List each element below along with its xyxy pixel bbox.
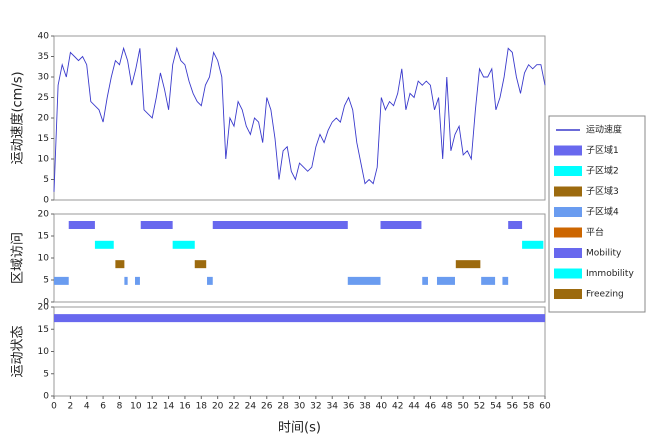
interval-bar xyxy=(207,276,213,285)
y-tick-label: 5 xyxy=(43,175,49,185)
x-tick-label: 54 xyxy=(490,402,502,412)
interval-bar xyxy=(194,260,207,269)
y-tick-label: 15 xyxy=(38,232,49,242)
interval-bar xyxy=(124,276,128,285)
x-tick-label: 34 xyxy=(327,402,339,412)
x-axis-label: 时间(s) xyxy=(278,421,321,436)
y-tick-label: 10 xyxy=(38,254,50,264)
x-tick-label: 40 xyxy=(376,402,388,412)
y-tick-label: 15 xyxy=(38,134,49,144)
interval-bar xyxy=(140,221,173,229)
y-tick-label: 0 xyxy=(43,298,49,308)
x-tick-label: 0 xyxy=(51,402,57,412)
interval-bar xyxy=(172,240,195,249)
y-tick-label: 40 xyxy=(38,32,50,42)
y-tick-label: 20 xyxy=(38,210,50,220)
x-tick-label: 52 xyxy=(474,402,485,412)
y-axis-label: 运动状态 xyxy=(11,325,26,377)
x-tick-label: 6 xyxy=(100,402,106,412)
x-tick-label: 14 xyxy=(163,402,175,412)
legend-swatch xyxy=(554,186,582,197)
y-tick-label: 20 xyxy=(38,303,50,313)
interval-bar xyxy=(502,276,509,285)
legend-label: 子区域4 xyxy=(586,206,619,218)
interval-bar xyxy=(115,260,125,269)
y-tick-label: 5 xyxy=(43,276,49,286)
y-axis-label: 区域访问 xyxy=(11,232,26,284)
legend-swatch xyxy=(554,207,582,217)
x-tick-label: 58 xyxy=(523,402,535,412)
y-tick-label: 5 xyxy=(43,369,49,379)
x-tick-label: 2 xyxy=(67,402,73,412)
interval-bar xyxy=(436,276,455,285)
interval-bar xyxy=(508,221,523,229)
y-tick-label: 0 xyxy=(43,392,49,402)
y-tick-label: 10 xyxy=(38,347,50,357)
x-tick-label: 22 xyxy=(228,402,239,412)
x-tick-label: 12 xyxy=(146,402,157,412)
y-tick-label: 20 xyxy=(38,114,50,124)
legend-label: 子区域3 xyxy=(586,185,619,197)
x-tick-label: 8 xyxy=(117,402,123,412)
interval-bar xyxy=(481,276,496,285)
x-tick-label: 32 xyxy=(310,402,321,412)
interval-bar xyxy=(94,240,114,249)
legend-label: 平台 xyxy=(586,226,604,238)
x-tick-label: 26 xyxy=(261,402,273,412)
legend-label: Mobility xyxy=(586,249,622,259)
legend-label: Freezing xyxy=(586,290,624,300)
x-tick-label: 46 xyxy=(425,402,437,412)
x-tick-label: 36 xyxy=(343,402,355,412)
y-tick-label: 15 xyxy=(38,325,49,335)
x-tick-label: 50 xyxy=(457,402,469,412)
interval-bar xyxy=(54,276,69,285)
speed-line xyxy=(53,46,546,192)
legend-label: 子区域1 xyxy=(586,144,619,156)
interval-bar xyxy=(212,221,348,229)
legend-swatch xyxy=(554,248,582,258)
x-tick-label: 18 xyxy=(196,402,208,412)
interval-bar xyxy=(522,240,544,249)
legend-swatch xyxy=(554,289,582,299)
interval-bar xyxy=(422,276,428,285)
x-tick-label: 60 xyxy=(539,402,551,412)
interval-bar xyxy=(455,260,481,269)
legend-swatch xyxy=(554,268,582,279)
legend-label: Immobility xyxy=(586,269,634,279)
y-tick-label: 0 xyxy=(43,196,49,206)
interval-bar xyxy=(54,314,545,323)
x-tick-label: 10 xyxy=(130,402,142,412)
interval-bar xyxy=(380,221,422,229)
x-tick-label: 48 xyxy=(441,402,453,412)
x-tick-label: 56 xyxy=(507,402,519,412)
legend-swatch xyxy=(554,227,582,238)
legend-label: 运动速度 xyxy=(586,124,622,136)
x-tick-label: 30 xyxy=(294,402,306,412)
y-tick-label: 35 xyxy=(38,52,49,62)
x-tick-label: 4 xyxy=(84,402,90,412)
interval-bar xyxy=(135,276,140,285)
x-tick-label: 24 xyxy=(245,402,257,412)
x-tick-label: 20 xyxy=(212,402,224,412)
interval-bar xyxy=(68,221,95,229)
x-tick-label: 42 xyxy=(392,402,403,412)
legend-swatch xyxy=(554,166,582,176)
legend-swatch xyxy=(554,145,582,156)
y-tick-label: 30 xyxy=(38,73,50,83)
x-tick-label: 44 xyxy=(408,402,420,412)
legend-label: 子区域2 xyxy=(586,165,619,177)
y-tick-label: 10 xyxy=(38,155,50,165)
y-axis-label: 运动速度(cm/s) xyxy=(10,71,26,164)
x-tick-label: 16 xyxy=(179,402,191,412)
x-tick-label: 28 xyxy=(277,402,289,412)
x-tick-label: 38 xyxy=(359,402,371,412)
interval-bar xyxy=(347,276,381,285)
y-tick-label: 25 xyxy=(38,93,49,103)
